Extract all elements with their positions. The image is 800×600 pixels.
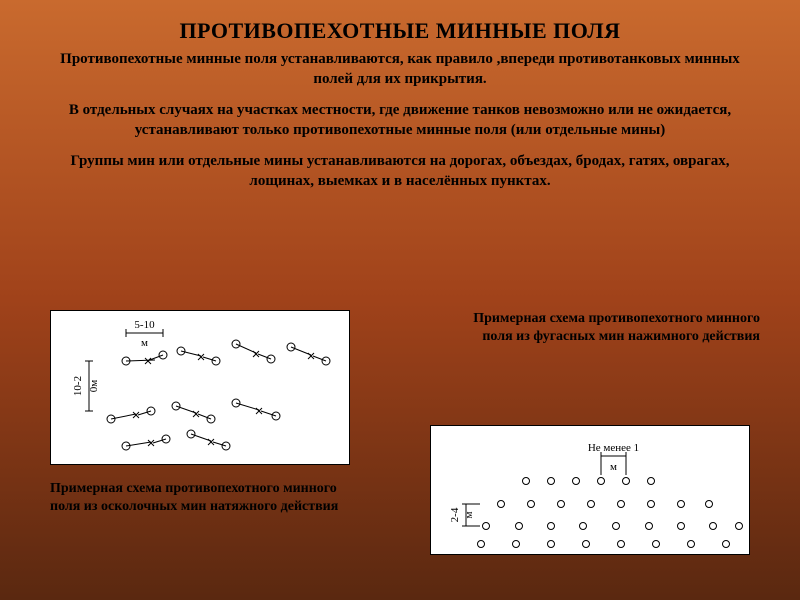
caption-tripwire: Примерная схема противопехотного минного… xyxy=(50,480,370,515)
paragraph-1: Противопехотные минные поля устанавливаю… xyxy=(0,44,800,95)
svg-text:5-10: 5-10 xyxy=(134,319,155,331)
diagram-tripwire-mines: 5-10 м 10-2 0м xyxy=(50,310,350,465)
svg-text:0м: 0м xyxy=(88,380,100,393)
svg-text:м: м xyxy=(463,511,475,518)
diagram-pressure-mines: Не менее 1м2-4м xyxy=(430,425,750,555)
page-title: ПРОТИВОПЕХОТНЫЕ МИННЫЕ ПОЛЯ xyxy=(0,0,800,44)
svg-text:Не менее 1: Не менее 1 xyxy=(588,442,639,454)
paragraph-2: В отдельных случаях на участках местност… xyxy=(0,95,800,146)
caption-pressure: Примерная схема противопехотного минного… xyxy=(440,310,760,345)
paragraph-3: Группы мин или отдельные мины устанавлив… xyxy=(0,146,800,197)
svg-text:м: м xyxy=(610,461,617,473)
svg-text:2-4: 2-4 xyxy=(449,507,461,522)
svg-text:м: м xyxy=(141,337,148,349)
svg-text:10-2: 10-2 xyxy=(72,376,84,396)
